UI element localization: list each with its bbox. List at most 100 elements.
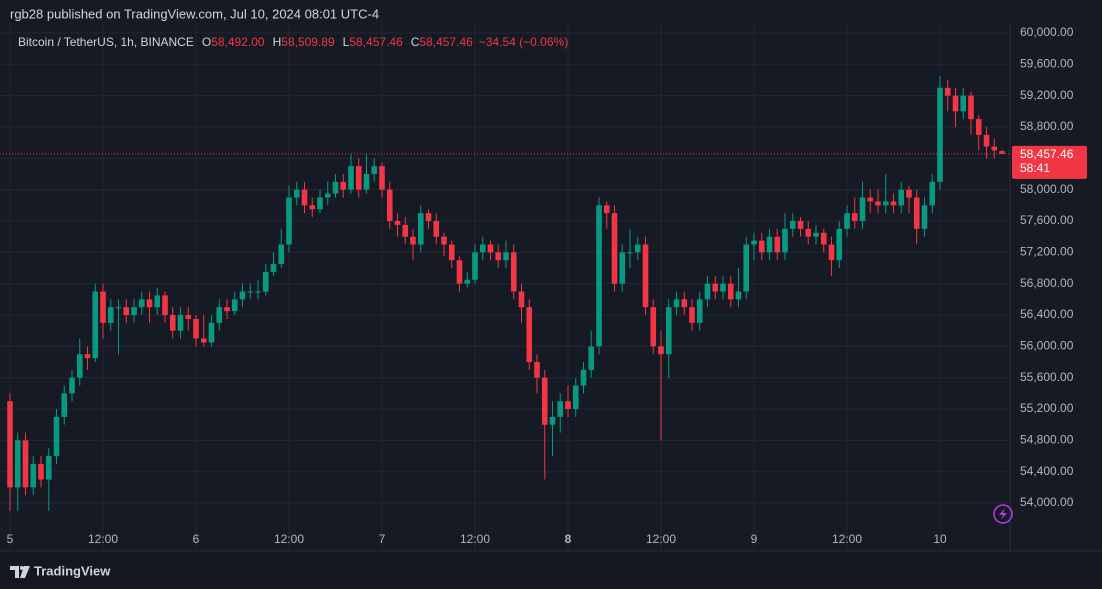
candle-body — [828, 244, 835, 261]
y-tick-label: 56,400.00 — [1020, 307, 1074, 321]
candle-body — [348, 166, 354, 190]
candle-body — [262, 271, 269, 292]
x-tick-label: 12:00 — [274, 532, 304, 546]
candle-body — [38, 463, 44, 480]
candle-body — [231, 299, 238, 312]
candles — [7, 76, 1005, 511]
candle-body — [859, 197, 866, 222]
candle-body — [425, 213, 432, 222]
candle-body — [983, 134, 990, 147]
candle-body — [503, 252, 509, 261]
legend-label: C — [411, 35, 420, 49]
candle-body — [588, 346, 595, 370]
candle-body — [200, 338, 207, 343]
candle-body — [146, 299, 153, 308]
candle-body — [743, 244, 750, 292]
legend-value: 58,492.00 — [211, 35, 265, 49]
x-tick-label: 12:00 — [460, 532, 490, 546]
candle-body — [394, 221, 401, 225]
candle-body — [851, 213, 858, 222]
grid — [0, 22, 1010, 551]
x-tick-label: 12:00 — [88, 532, 118, 546]
candle-body — [464, 279, 471, 284]
y-tick-label: 54,800.00 — [1020, 433, 1074, 447]
candle-body — [324, 193, 331, 198]
candle-body — [255, 291, 261, 293]
candle-body — [813, 232, 819, 237]
candle-body — [518, 291, 525, 308]
candle-body — [53, 416, 60, 457]
y-tick-label: 57,600.00 — [1020, 213, 1074, 227]
y-tick-label: 60,000.00 — [1020, 25, 1074, 39]
candle-body — [875, 201, 881, 206]
candle-body — [510, 252, 517, 292]
candle-body — [526, 307, 533, 363]
candle-body — [782, 228, 788, 253]
candle-body — [169, 315, 176, 331]
lightning-icon — [993, 504, 1013, 524]
candle-body — [216, 307, 223, 323]
candle-body — [611, 213, 618, 284]
candle-body — [293, 189, 300, 198]
legend-value: 58,509.89 — [281, 35, 335, 49]
candle-body — [921, 205, 928, 229]
candle-body — [30, 463, 37, 488]
candle-body — [797, 221, 804, 229]
y-tick-label: 56,800.00 — [1020, 276, 1074, 290]
candle-body — [712, 283, 719, 292]
candle-body — [154, 295, 161, 308]
x-tick-label: 10 — [933, 532, 947, 546]
candle-body — [650, 307, 657, 347]
candle-body — [410, 236, 416, 245]
candle-body — [433, 221, 440, 237]
candle-body — [84, 354, 91, 359]
candle-body — [177, 315, 184, 331]
y-tick-label: 54,400.00 — [1020, 464, 1074, 478]
candle-body — [340, 181, 347, 190]
candle-body — [789, 221, 796, 229]
candle-body — [185, 315, 192, 319]
candle-body — [224, 307, 230, 312]
candle-body — [882, 201, 889, 206]
attribution: rgb28 published on TradingView.com, Jul … — [10, 6, 379, 21]
candle-body — [76, 354, 83, 378]
footer-background — [0, 551, 1102, 589]
candle-body — [751, 240, 757, 245]
candle-body — [131, 307, 137, 316]
candle-body — [603, 205, 610, 214]
candle-body — [696, 299, 703, 323]
x-tick-label: 7 — [379, 532, 386, 546]
candle-body — [681, 299, 688, 308]
legend-value: 58,457.46 — [349, 35, 403, 49]
candle-body — [417, 213, 424, 245]
candle-body — [286, 197, 292, 245]
x-tick-label: 12:00 — [646, 532, 676, 546]
legend-label: L — [343, 35, 350, 49]
candle-body — [557, 401, 564, 417]
candle-body — [580, 369, 587, 386]
candle-body — [658, 346, 664, 355]
candle-body — [7, 401, 13, 488]
candle-body — [22, 440, 29, 488]
candle-body — [820, 232, 827, 245]
candle-body — [906, 189, 912, 198]
candle-body — [549, 416, 556, 425]
candle-body — [991, 146, 998, 151]
candle-body — [565, 401, 571, 410]
legend-label: H — [273, 35, 282, 49]
candle-body — [138, 299, 145, 308]
candle-body — [913, 197, 920, 229]
legend-change: −34.54 (−0.06%) — [479, 35, 568, 49]
candle-body — [193, 318, 199, 339]
brand-logo — [10, 566, 30, 578]
candle-body — [247, 291, 254, 293]
candle-body — [100, 291, 106, 323]
candle-body — [332, 181, 339, 194]
y-tick-label: 59,200.00 — [1020, 88, 1074, 102]
price-tag — [1012, 145, 1087, 179]
candle-body — [379, 166, 385, 190]
candle-body — [704, 283, 711, 300]
candle-body — [534, 362, 540, 378]
symbol: Bitcoin / TetherUS, 1h, BINANCE — [18, 35, 194, 49]
candle-body — [735, 291, 742, 300]
